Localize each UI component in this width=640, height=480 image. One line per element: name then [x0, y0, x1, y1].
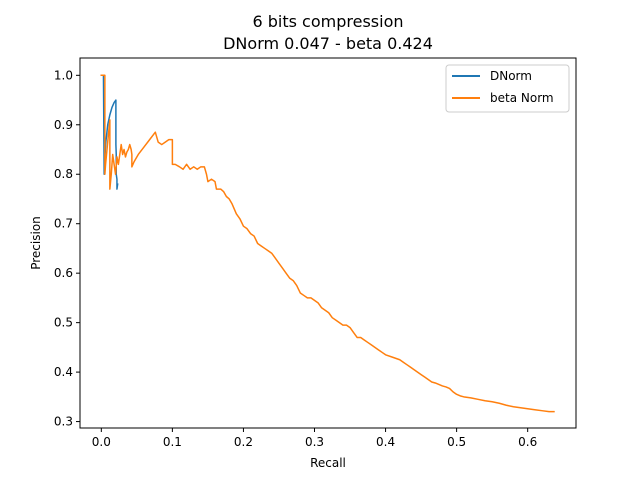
x-tick-label: 0.0 [92, 435, 111, 449]
x-axis-label: Recall [310, 456, 346, 470]
x-tick-label: 0.5 [447, 435, 466, 449]
y-axis-label: Precision [29, 216, 43, 270]
ticks-layer: 0.0 0.1 0.2 0.3 0.4 0.5 0.6 0.3 0.4 0.5 0.6 0.7 0.8 0… [54, 68, 537, 449]
x-tick-label: 0.4 [376, 435, 395, 449]
legend: DNorm beta Norm [445, 64, 570, 113]
chart-title-line1: 6 bits compression [252, 12, 403, 31]
chart-title-line2: DNorm 0.047 - beta 0.424 [223, 34, 433, 53]
y-tick-label: 0.7 [54, 217, 73, 231]
series-layer [100, 74, 555, 413]
plot-frame [79, 57, 577, 429]
y-tick-label: 0.6 [54, 266, 73, 280]
x-tick-label: 0.3 [305, 435, 324, 449]
y-tick-label: 0.3 [54, 415, 73, 429]
legend-label-beta-norm: beta Norm [490, 91, 554, 105]
y-tick-label: 0.9 [54, 118, 73, 132]
x-tick-label: 0.1 [163, 435, 182, 449]
y-tick-label: 0.8 [54, 167, 73, 181]
x-tick-label: 0.6 [518, 435, 537, 449]
x-tick-label: 0.2 [234, 435, 253, 449]
y-tick-label: 1.0 [54, 68, 73, 82]
y-tick-label: 0.5 [54, 316, 73, 330]
legend-label-dnorm: DNorm [490, 69, 532, 83]
series-line-beta-norm [100, 74, 555, 413]
y-tick-label: 0.4 [54, 365, 73, 379]
